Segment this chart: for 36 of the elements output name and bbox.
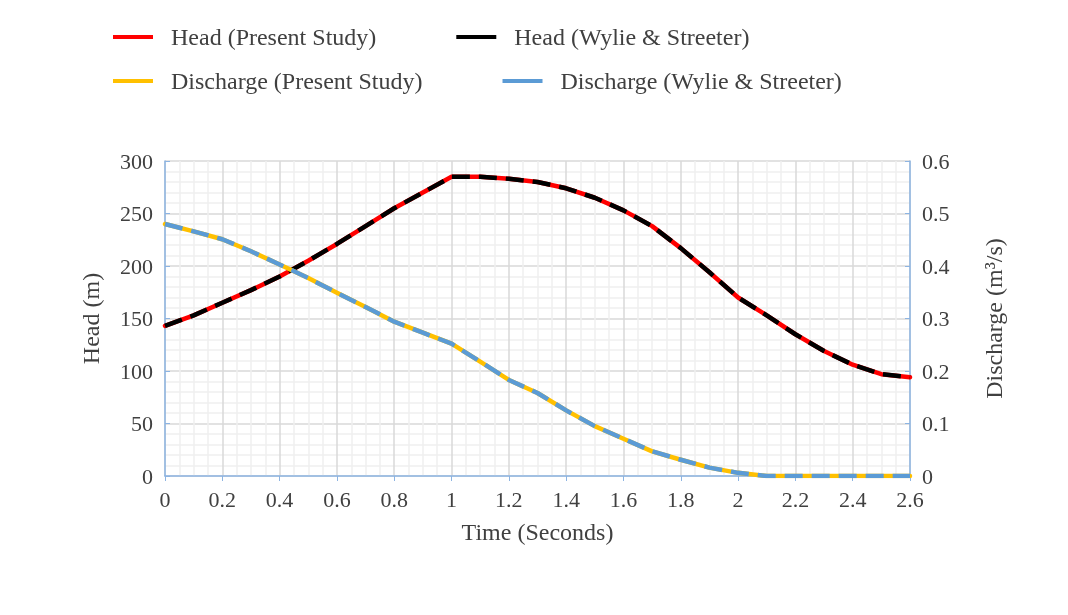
x-axis-title: Time (Seconds) <box>461 519 614 545</box>
y-tick-label: 200 <box>120 253 153 279</box>
y-tick-label: 100 <box>120 358 153 384</box>
x-tick-label: 0.8 <box>380 486 408 512</box>
y2-tick-label: 0.4 <box>922 253 950 279</box>
x-tick-label: 1.6 <box>609 486 638 512</box>
x-tick-label: 1.4 <box>552 486 580 512</box>
x-tick-label: 0 <box>159 486 171 512</box>
legend-label: Discharge (Present Study) <box>171 68 423 94</box>
y2-axis-title: Discharge (m³/s) <box>981 238 1007 399</box>
y2-tick-label: 0.2 <box>922 358 950 384</box>
x-tick-label: 0.2 <box>208 486 237 512</box>
y2-tick-label: 0.6 <box>922 148 950 174</box>
y2-tick-label: 0.3 <box>922 306 950 331</box>
y-tick-label: 150 <box>120 306 153 331</box>
x-tick-label: 1.2 <box>495 486 523 512</box>
y-tick-label: 250 <box>120 201 153 226</box>
y2-tick-label: 0.5 <box>922 201 950 226</box>
legend-label: Head (Present Study) <box>171 24 377 50</box>
x-tick-label: 0.6 <box>323 486 351 512</box>
y-tick-label: 300 <box>120 148 153 174</box>
x-tick-label: 2.6 <box>896 486 924 512</box>
y-tick-label: 50 <box>131 411 153 436</box>
legend-label: Discharge (Wylie & Streeter) <box>560 68 842 94</box>
x-tick-label: 2.4 <box>838 486 867 512</box>
line-series <box>162 174 913 380</box>
legend-label: Head (Wylie & Streeter) <box>514 24 750 50</box>
x-tick-label: 2.2 <box>781 486 810 512</box>
x-tick-label: 1.8 <box>667 486 695 512</box>
y2-tick-label: 0 <box>922 463 933 489</box>
x-tick-label: 2 <box>732 486 744 512</box>
y-tick-label: 0 <box>142 463 153 489</box>
y-axis-title: Head (m) <box>78 272 104 365</box>
x-tick-label: 1 <box>446 486 458 512</box>
y2-tick-label: 0.1 <box>922 411 950 436</box>
x-tick-label: 0.4 <box>265 486 294 512</box>
